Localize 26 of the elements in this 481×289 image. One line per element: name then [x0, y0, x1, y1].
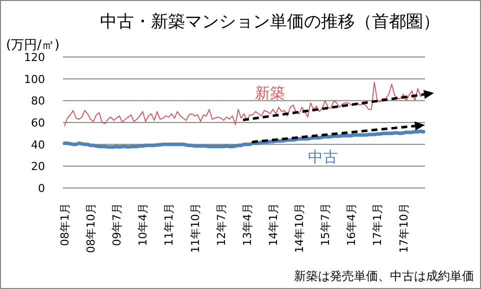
x-tick-label: 10年4月 [136, 203, 150, 246]
x-tick-label: 14年1月 [266, 203, 280, 246]
series-label: 中古 [308, 148, 338, 166]
y-tick-label: 80 [31, 94, 45, 108]
x-tick-label: 16年4月 [345, 203, 358, 246]
y-tick-label: 40 [31, 138, 45, 152]
y-tick-label: 100 [24, 72, 45, 86]
x-tick-label: 14年10月 [293, 203, 306, 253]
text: 新築は発売単価、中古は成約単価 [294, 269, 474, 283]
chart-title: 中古・新築マンション単価の推移（首都圏） [100, 12, 440, 32]
x-tick-label: 13年4月 [240, 203, 254, 246]
y-tick-label: 120 [24, 51, 45, 64]
x-tick-label: 15年7月 [319, 203, 332, 246]
series-label: 新築 [255, 84, 285, 102]
x-tick-label: 08年10月 [84, 203, 98, 253]
y-tick-label: 60 [31, 116, 45, 130]
x-tick-label: 09年7月 [110, 203, 124, 246]
x-tick-label: 17年1月 [371, 203, 384, 246]
x-tick-label: 12年7月 [214, 203, 228, 246]
y-tick-label: 0 [38, 182, 45, 195]
x-tick-label: 17年10月 [397, 203, 410, 253]
y-tick-label: 20 [31, 160, 45, 174]
x-tick-label: 11年1月 [162, 203, 176, 246]
y-axis-title: (万円/㎡) [6, 38, 60, 53]
x-tick-label: 08年1月 [58, 203, 72, 246]
x-tick-label: 11年10月 [188, 203, 202, 253]
